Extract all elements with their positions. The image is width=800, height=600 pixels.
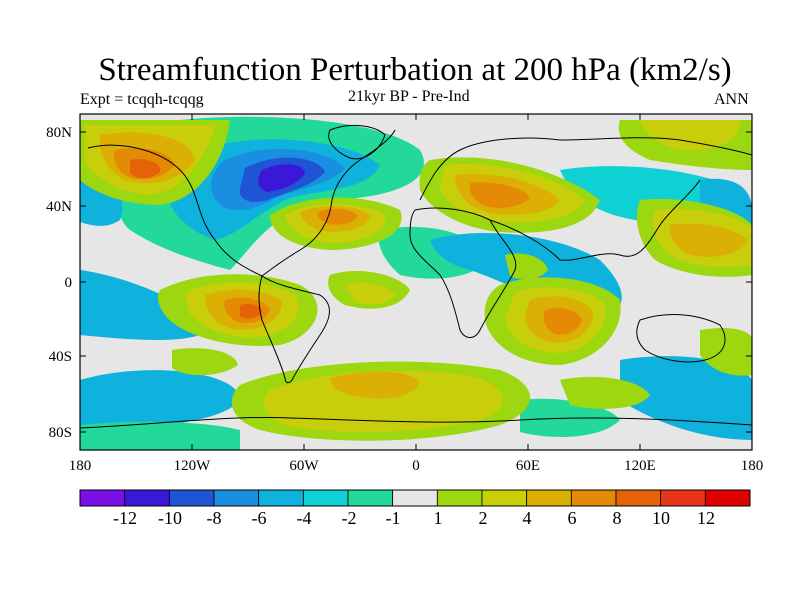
colorbar-label: -8 — [207, 508, 222, 528]
south-pacific-trough — [80, 370, 240, 430]
colorbar-label: 8 — [613, 508, 622, 528]
colorbar-box — [570, 489, 617, 507]
lon-ticks — [79, 114, 753, 450]
north-america-coast — [87, 129, 396, 277]
indian-ocean-ridge-4 — [543, 308, 582, 335]
left-subtitle: Expt = tcqqh-tcqqg — [80, 91, 204, 108]
greenland-coast — [328, 124, 386, 160]
lon-label: 120W — [174, 458, 212, 474]
europe-asia-ridge-4 — [469, 182, 530, 208]
north-east-ridge-2 — [640, 120, 740, 151]
lon-label: 120E — [624, 458, 656, 474]
colorbar-boxes — [79, 489, 751, 507]
colorbar-label: 2 — [479, 508, 488, 528]
colorbar-label: 12 — [697, 508, 715, 528]
colorbar-label: 10 — [652, 508, 670, 528]
lon-label: 60E — [516, 458, 540, 474]
colorbar-box — [79, 489, 126, 507]
lat-label: 40S — [49, 349, 72, 365]
colorbar-box — [704, 489, 751, 507]
colorbar-label: 4 — [523, 508, 532, 528]
colorbar-box — [168, 489, 215, 507]
colorbar-box — [213, 489, 260, 507]
lon-label: 0 — [412, 458, 420, 474]
center-subtitle: 21kyr BP - Pre-Ind — [348, 88, 470, 105]
colorbar-box — [660, 489, 706, 507]
south-atlantic-ridge-2 — [345, 283, 395, 305]
lon-labels: 180 120W 60W 0 60E 120E 180 — [69, 458, 764, 474]
lon-label: 60W — [289, 458, 319, 474]
colorbar-box — [392, 489, 438, 507]
colorbar-box — [124, 489, 170, 507]
lat-labels: 80N 40N 0 40S 80S — [46, 125, 72, 441]
asia-south-coast — [489, 179, 701, 261]
eurasia-coast — [419, 137, 752, 201]
lon-label: 180 — [741, 458, 764, 474]
north-atlantic-ridge-4 — [317, 208, 358, 225]
plot-title: Streamfunction Perturbation at 200 hPa (… — [98, 52, 732, 88]
colorbar-label: -2 — [342, 508, 357, 528]
south-east-ridge — [700, 328, 752, 376]
south-pacific-band — [172, 348, 238, 376]
colorbar-label: -1 — [386, 508, 401, 528]
west-pacific-ridge-3 — [669, 223, 748, 257]
colorbar-label: -4 — [297, 508, 312, 528]
colorbar-label: -12 — [113, 508, 137, 528]
colorbar-box — [615, 489, 662, 507]
colorbar-frame — [79, 489, 751, 507]
colorbar-label: 1 — [434, 508, 443, 528]
southern-ocean-ridge-2 — [263, 370, 503, 432]
coastlines — [80, 124, 752, 429]
southern-ocean-ridge-3 — [330, 371, 420, 399]
south-america-ridge-max — [240, 303, 263, 319]
north-america-trough-extreme — [258, 164, 305, 192]
colorbar-box — [436, 489, 483, 507]
lon-label: 180 — [69, 458, 92, 474]
colorbar-box — [347, 489, 394, 507]
lat-ticks — [80, 131, 752, 433]
australia-coast — [636, 314, 726, 363]
colorbar-labels: -12 -10 -8 -6 -4 -2 -1 1 2 4 6 8 10 12 — [113, 508, 715, 528]
lat-label: 80N — [46, 125, 72, 141]
south-america-coast — [258, 275, 330, 384]
colorbar-box — [526, 489, 572, 507]
colorbar-box — [258, 489, 304, 507]
south-west-band — [80, 421, 240, 450]
colorbar-label: -10 — [158, 508, 182, 528]
south-indian-band — [560, 376, 650, 409]
north-pacific-ridge-max — [130, 159, 161, 179]
lat-label: 0 — [65, 275, 73, 291]
lat-label: 40N — [46, 199, 72, 215]
australia-trough — [620, 356, 752, 440]
colorbar-label: 6 — [568, 508, 577, 528]
colorbar: -12 -10 -8 -6 -4 -2 -1 1 2 4 6 8 10 12 — [79, 489, 751, 528]
africa-ridge — [505, 253, 548, 280]
colorbar-box — [481, 489, 528, 507]
colorbar-box — [302, 489, 349, 507]
right-subtitle: ANN — [714, 91, 749, 108]
map-field — [80, 114, 752, 450]
antarctica-coast — [80, 416, 752, 429]
colorbar-label: -6 — [252, 508, 267, 528]
lat-label: 80S — [49, 425, 72, 441]
